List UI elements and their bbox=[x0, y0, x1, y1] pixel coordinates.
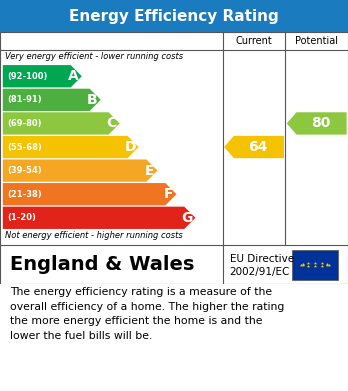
Polygon shape bbox=[3, 183, 176, 205]
Text: Not energy efficient - higher running costs: Not energy efficient - higher running co… bbox=[5, 231, 183, 240]
Polygon shape bbox=[287, 112, 347, 135]
Polygon shape bbox=[3, 160, 158, 182]
Text: Potential: Potential bbox=[295, 36, 338, 46]
Text: A: A bbox=[68, 69, 79, 83]
Text: 2002/91/EC: 2002/91/EC bbox=[230, 267, 290, 277]
Text: (1-20): (1-20) bbox=[7, 213, 36, 222]
Text: (69-80): (69-80) bbox=[7, 119, 41, 128]
Polygon shape bbox=[3, 136, 139, 158]
Bar bbox=[0, 32, 348, 50]
Text: (81-91): (81-91) bbox=[7, 95, 41, 104]
Polygon shape bbox=[224, 136, 284, 158]
Polygon shape bbox=[3, 89, 101, 111]
Text: Energy Efficiency Rating: Energy Efficiency Rating bbox=[69, 9, 279, 23]
Text: (39-54): (39-54) bbox=[7, 166, 41, 175]
Text: EU Directive: EU Directive bbox=[230, 254, 294, 264]
Text: G: G bbox=[181, 211, 193, 225]
Text: 80: 80 bbox=[311, 117, 331, 131]
Text: E: E bbox=[144, 163, 154, 178]
Bar bbox=[292, 250, 338, 280]
Text: Current: Current bbox=[236, 36, 272, 46]
Text: England & Wales: England & Wales bbox=[10, 255, 195, 274]
Polygon shape bbox=[3, 207, 196, 229]
Text: 64: 64 bbox=[248, 140, 268, 154]
Polygon shape bbox=[3, 112, 120, 135]
Text: (21-38): (21-38) bbox=[7, 190, 41, 199]
Text: (92-100): (92-100) bbox=[7, 72, 47, 81]
Text: F: F bbox=[164, 187, 173, 201]
Text: D: D bbox=[125, 140, 136, 154]
Polygon shape bbox=[3, 65, 82, 88]
Text: C: C bbox=[106, 117, 117, 131]
Text: Very energy efficient - lower running costs: Very energy efficient - lower running co… bbox=[5, 52, 183, 61]
Text: The energy efficiency rating is a measure of the
overall efficiency of a home. T: The energy efficiency rating is a measur… bbox=[10, 287, 285, 341]
Text: (55-68): (55-68) bbox=[7, 143, 42, 152]
Text: B: B bbox=[87, 93, 98, 107]
